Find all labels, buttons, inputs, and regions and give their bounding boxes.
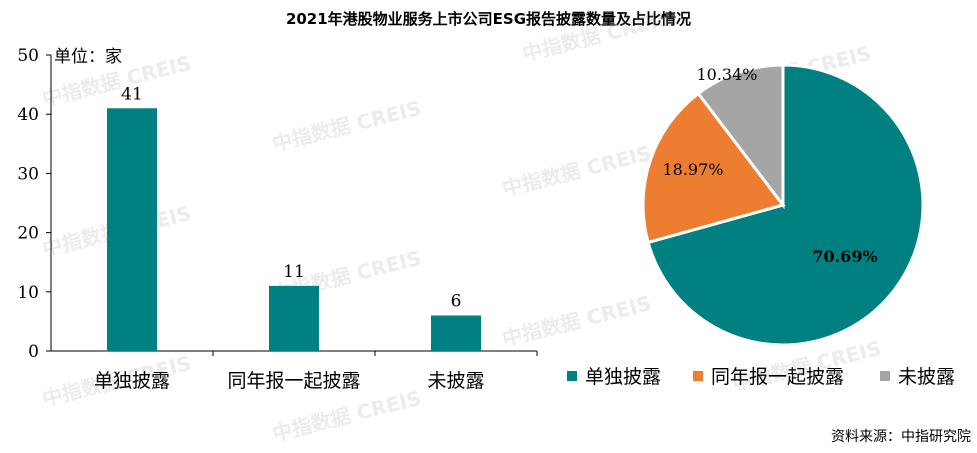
bar-data-label: 6 — [451, 291, 462, 311]
pie-slice-1 — [646, 63, 925, 347]
unit-label: 单位：家 — [54, 47, 122, 67]
y-tick-label: 0 — [28, 342, 39, 362]
legend-label: 同年报一起披露 — [711, 366, 844, 388]
y-tick-label: 10 — [17, 283, 39, 303]
bar-data-label: 11 — [283, 262, 305, 282]
bar-data-label: 41 — [121, 84, 143, 104]
y-tick-label: 20 — [17, 224, 39, 244]
y-tick-label: 30 — [17, 164, 39, 184]
legend-label: 未披露 — [898, 366, 955, 388]
x-category-label: 未披露 — [427, 370, 484, 392]
bar-3 — [431, 315, 481, 351]
y-tick-label: 50 — [17, 46, 39, 66]
y-tick-label: 40 — [17, 105, 39, 125]
x-category-label: 同年报一起披露 — [227, 370, 360, 392]
source-note: 资料来源：中指研究院 — [831, 429, 971, 445]
bar-1 — [107, 108, 157, 351]
pie-slice-3 — [696, 63, 785, 210]
bar-2 — [269, 285, 319, 351]
x-category-label: 单独披露 — [94, 370, 170, 392]
pie-data-label: 18.97% — [662, 160, 723, 179]
pie-slice-2 — [641, 91, 786, 245]
legend-swatch — [693, 371, 703, 381]
chart-title: 2021年港股物业服务上市公司ESG报告披露数量及占比情况 — [285, 10, 692, 28]
pie-data-label: 70.69% — [812, 247, 877, 266]
legend-label: 单独披露 — [585, 366, 661, 388]
pie-data-label: 10.34% — [696, 65, 757, 84]
legend-swatch — [567, 371, 577, 381]
legend-swatch — [880, 371, 890, 381]
